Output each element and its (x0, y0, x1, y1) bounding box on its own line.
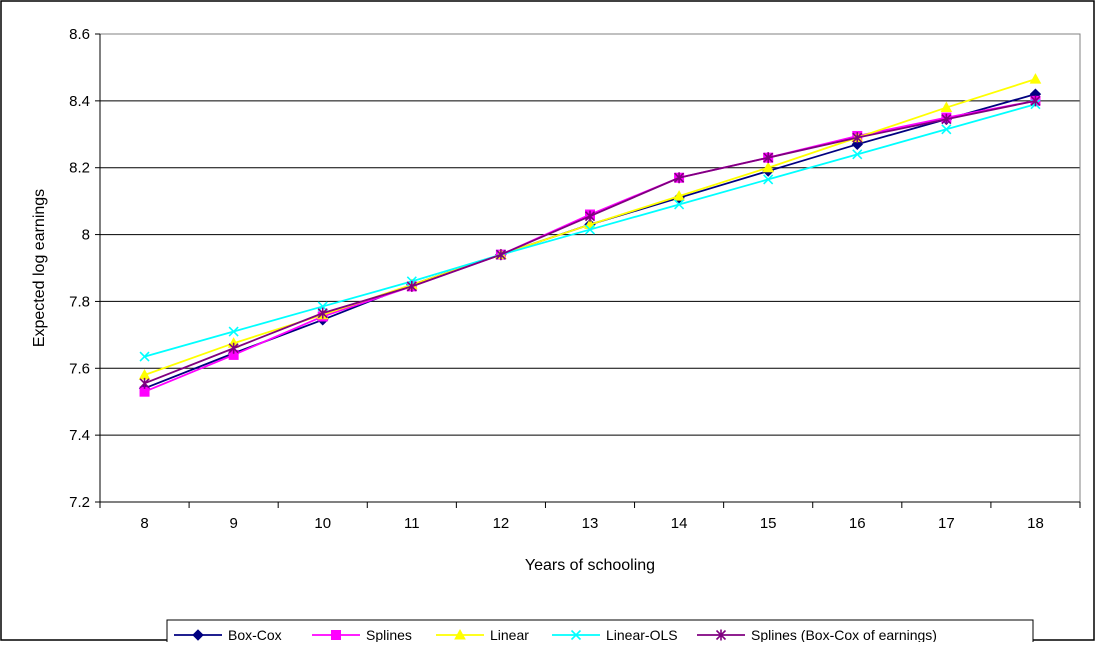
axes: 7.2 7.4 7.6 7.8 8 8.2 8.4 8.6 8 9 10 11 12 13 14 15 16 17… (69, 26, 1081, 532)
legend-entry: Splines (312, 627, 412, 643)
y-tick-label: 8.6 (69, 26, 90, 43)
y-tick-label: 7.8 (69, 293, 90, 310)
data-point (763, 152, 774, 164)
legend-entry: Linear (436, 627, 529, 643)
legend-label: Box-Cox (228, 627, 282, 642)
x-tick-label: 10 (314, 515, 331, 532)
data-point (940, 101, 953, 113)
data-point (228, 342, 239, 354)
data-point (1029, 73, 1042, 84)
y-tick-label: 7.6 (69, 360, 90, 377)
legend: Box-Cox Splines Linear Linear-OLS Splines (B… (166, 619, 1034, 647)
x-tick-label: 11 (404, 515, 420, 532)
legend-entry: Splines (Box-Cox of earnings) (697, 627, 937, 643)
y-tick-label: 8.4 (69, 93, 90, 110)
data-point (941, 113, 952, 125)
data-point (495, 249, 506, 261)
data-point (584, 224, 596, 235)
legend-label: Splines (Box-Cox of earnings) (751, 627, 937, 642)
y-tick-label: 7.4 (69, 427, 90, 444)
data-point (1030, 95, 1041, 107)
data-point (673, 190, 685, 201)
legend-swatch-marker (192, 629, 204, 641)
series-lines (138, 73, 1042, 397)
y-tick-label: 7.2 (69, 494, 90, 511)
x-tick-label: 8 (140, 515, 148, 532)
x-tick-label: 12 (493, 515, 510, 532)
data-point (139, 351, 150, 362)
legend-swatch-marker (715, 629, 727, 641)
data-point (852, 132, 863, 144)
data-point (584, 210, 596, 222)
x-tick-label: 9 (229, 515, 237, 532)
y-tick-label: 8.2 (69, 160, 90, 177)
data-point (317, 307, 328, 319)
legend-swatch-marker (454, 628, 466, 640)
data-point (941, 124, 952, 135)
x-tick-label: 15 (760, 515, 777, 532)
data-point (139, 377, 150, 389)
data-point (674, 172, 685, 184)
legend-entry: Linear-OLS (552, 627, 678, 643)
x-tick-label: 14 (671, 515, 688, 532)
data-point (674, 199, 685, 210)
legend-label: Linear (490, 627, 529, 642)
x-tick-label: 16 (849, 515, 866, 532)
legend-label: Linear-OLS (606, 627, 678, 642)
data-point (762, 161, 775, 173)
x-tick-label: 17 (938, 515, 955, 532)
data-point (852, 149, 863, 160)
x-tick-label: 18 (1027, 515, 1044, 532)
y-tick-label: 8 (82, 227, 90, 244)
series-splines-box-cox-of-earnings (139, 95, 1041, 389)
x-tick-label: 13 (582, 515, 599, 532)
data-point (228, 326, 239, 337)
x-axis-title: Years of schooling (525, 557, 655, 574)
data-point (406, 280, 417, 292)
data-point (763, 174, 774, 185)
legend-label: Splines (366, 627, 412, 642)
y-axis-title: Expected log earnings (31, 189, 48, 347)
legend-swatch-marker (570, 629, 582, 641)
legend-entry: Box-Cox (174, 627, 282, 643)
legend-swatch-marker (331, 630, 341, 640)
